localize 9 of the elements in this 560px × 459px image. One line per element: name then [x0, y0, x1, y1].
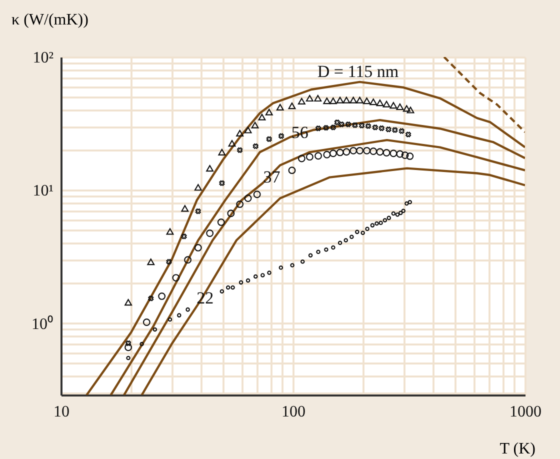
x-tick-label: 10: [54, 404, 70, 420]
y-tick-label: 10⁰: [32, 314, 54, 333]
y-axis-title: κ (W/(mK)): [12, 12, 88, 28]
y-tick-label: 10²: [32, 50, 54, 66]
x-axis-title: T (K): [500, 440, 536, 458]
annotation: D = 115 nm: [317, 62, 399, 81]
x-tick-label: 1000: [510, 404, 542, 420]
x-tick-label: 100: [282, 404, 306, 420]
y-tick-label: 10¹: [32, 182, 54, 200]
